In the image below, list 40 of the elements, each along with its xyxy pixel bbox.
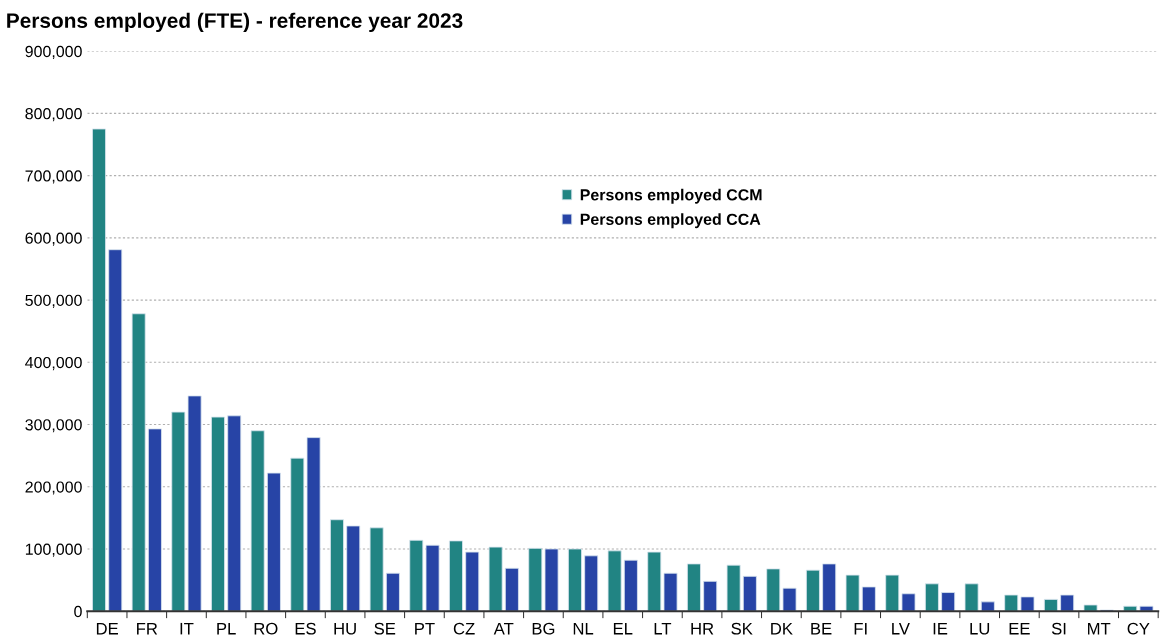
x-tick-label: FI: [854, 622, 867, 635]
x-tick-label: BG: [532, 622, 555, 635]
y-tick-label: 800,000: [25, 108, 82, 122]
x-tick-label: LU: [970, 622, 990, 635]
y-tick-label: 700,000: [25, 170, 82, 184]
x-tick-label: IE: [933, 622, 948, 635]
x-tick-label: SK: [731, 622, 753, 635]
x-tick-label: LT: [654, 622, 672, 635]
x-tick-label: EE: [1009, 622, 1030, 635]
y-tick-label: 100,000: [25, 543, 82, 557]
x-tick-label: ES: [295, 622, 316, 635]
x-tick-label: CZ: [453, 622, 475, 635]
x-tick-label: FR: [137, 622, 158, 635]
x-tick-label: PL: [217, 622, 236, 635]
x-tick-label: PT: [415, 622, 435, 635]
y-tick-label: 500,000: [25, 294, 82, 308]
x-tick-label: NL: [573, 622, 594, 635]
chart-title: Persons employed (FTE) - reference year 2023: [7, 12, 463, 33]
x-tick-label: EL: [613, 622, 633, 635]
x-tick-label: RO: [254, 622, 278, 635]
legend-label: Persons employed CCA: [580, 213, 761, 229]
y-tick-label: 200,000: [25, 481, 82, 495]
x-tick-label: BE: [811, 622, 832, 635]
x-tick-label: HU: [334, 622, 356, 635]
x-tick-label: LV: [892, 622, 910, 635]
y-tick-label: 600,000: [25, 232, 82, 246]
x-tick-label: SI: [1051, 622, 1066, 635]
legend-label: Persons employed CCM: [580, 188, 762, 204]
x-tick-label: IT: [180, 622, 194, 635]
x-tick-label: AT: [493, 622, 514, 635]
y-tick-label: 900,000: [25, 45, 82, 60]
x-tick-label: SE: [374, 622, 396, 635]
x-tick-label: DK: [771, 622, 793, 635]
y-tick-label: 400,000: [25, 356, 82, 371]
y-tick-label: 0: [74, 605, 82, 618]
x-tick-label: CY: [1127, 622, 1150, 635]
x-tick-label: DE: [96, 622, 118, 635]
x-tick-label: HR: [691, 622, 714, 635]
x-tick-label: MT: [1088, 622, 1111, 635]
y-tick-label: 300,000: [25, 419, 82, 433]
